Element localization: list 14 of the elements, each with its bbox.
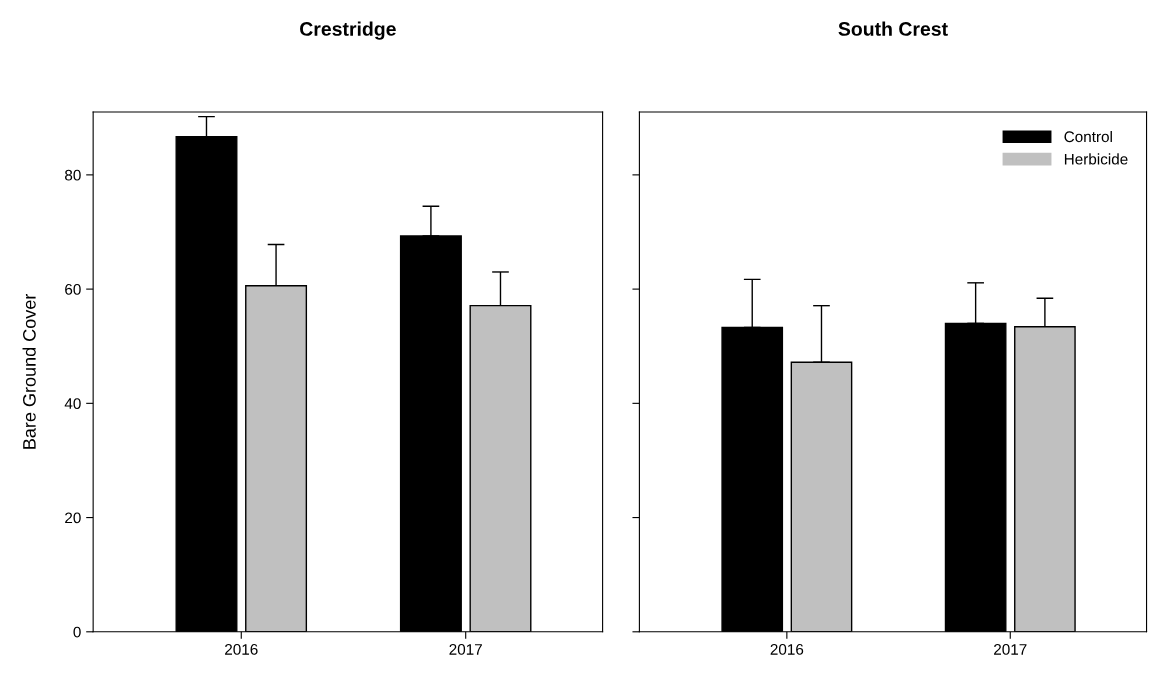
y-tick-label: 80 [65,169,81,181]
y-tick-label: 20 [65,512,81,524]
x-tick-label: 2017 [994,644,1027,655]
x-tick-label: 2016 [225,644,258,655]
legend-label: Herbicide [1064,153,1128,165]
y-axis-title: Bare Ground Cover [22,293,36,449]
legend-label: Control [1064,130,1112,143]
x-tick-label: 2017 [449,644,482,655]
chart-title: Crestridge [300,21,396,40]
x-tick-label: 2016 [770,644,804,655]
y-tick-label: 60 [65,283,81,295]
y-tick-label: 0 [73,626,81,638]
y-tick-label: 40 [64,398,81,410]
chart-title: South Crest [838,21,948,36]
